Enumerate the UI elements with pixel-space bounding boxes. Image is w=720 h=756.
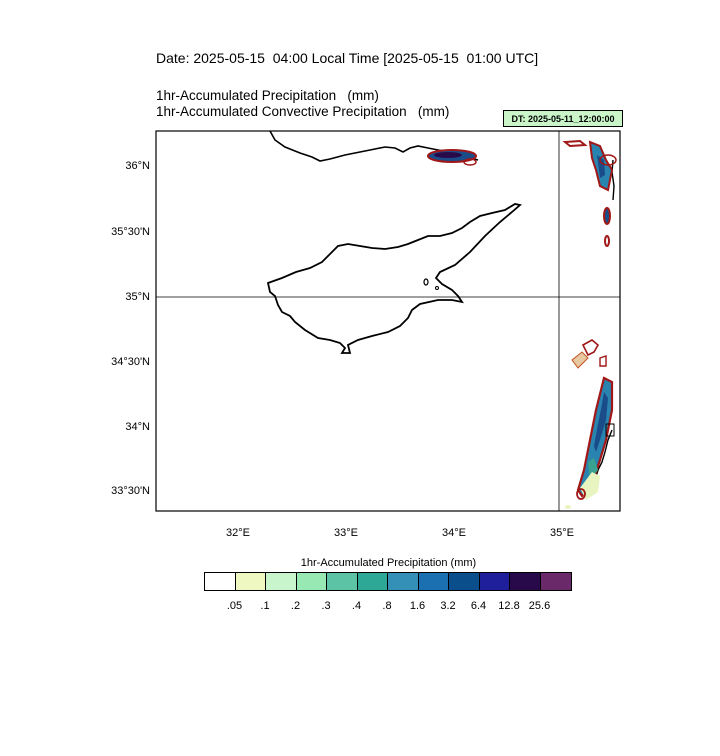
colorbar-swatch: [327, 573, 358, 590]
lon-label-34e: 34°E: [442, 527, 466, 539]
lat-label-36n: 36°N: [125, 160, 150, 172]
colorbar-swatch: [388, 573, 419, 590]
colorbar-swatch: [479, 573, 510, 590]
colorbar-label: .1: [260, 600, 270, 612]
precip-cell-lebanon: [565, 339, 615, 509]
colorbar-swatch: [540, 573, 571, 590]
map-frame: [155, 130, 621, 512]
lat-label-35n: 35°N: [125, 291, 150, 303]
islet: [423, 278, 429, 286]
colorbar-label: .8: [382, 600, 392, 612]
colorbar-label: 1.6: [409, 600, 426, 612]
lat-label-35-30n: 35°30'N: [111, 226, 150, 238]
colorbar-label: 6.4: [470, 600, 487, 612]
islet: [435, 286, 439, 290]
colorbar-title: 1hr-Accumulated Precipitation (mm): [300, 557, 477, 569]
precip-cell-syria: [562, 139, 617, 247]
colorbar-swatch: [235, 573, 266, 590]
colorbar-swatch: [449, 573, 480, 590]
colorbar-label: 25.6: [528, 600, 551, 612]
colorbar-label: 12.8: [498, 600, 520, 612]
lat-label-34n: 34°N: [125, 421, 150, 433]
colorbar-swatch: [296, 573, 327, 590]
colorbar-label: .3: [321, 600, 331, 612]
lon-label-33e: 33°E: [334, 527, 358, 539]
colorbar-swatch: [510, 573, 541, 590]
field-title-convective: 1hr-Accumulated Convective Precipitation…: [156, 104, 450, 119]
lat-label-33-30n: 33°30'N: [111, 485, 150, 497]
syria-coastline: [611, 159, 615, 201]
date-title: Date: 2025-05-15 04:00 Local Time [2025-…: [156, 50, 539, 66]
colorbar-swatch: [418, 573, 449, 590]
lon-label-32e: 32°E: [226, 527, 250, 539]
cyprus-coastline: [266, 203, 522, 354]
turkey-coastline: [269, 130, 479, 162]
colorbar-swatch: [357, 573, 388, 590]
colorbar: [204, 572, 572, 591]
precip-cell-north: [427, 149, 477, 166]
dt-badge: DT: 2025-05-11_12:00:00: [503, 110, 623, 127]
colorbar-label: .05: [226, 600, 243, 612]
field-title-precip: 1hr-Accumulated Precipitation (mm): [156, 88, 379, 103]
colorbar-label: .2: [290, 600, 301, 612]
colorbar-label: 3.2: [440, 600, 456, 612]
colorbar-swatch: [266, 573, 297, 590]
lat-label-34-30n: 34°30'N: [111, 356, 150, 368]
lon-label-35e: 35°E: [550, 527, 574, 539]
colorbar-label: .4: [351, 600, 362, 612]
lebanon-coastline: [594, 429, 613, 481]
colorbar-swatch: [205, 573, 236, 590]
